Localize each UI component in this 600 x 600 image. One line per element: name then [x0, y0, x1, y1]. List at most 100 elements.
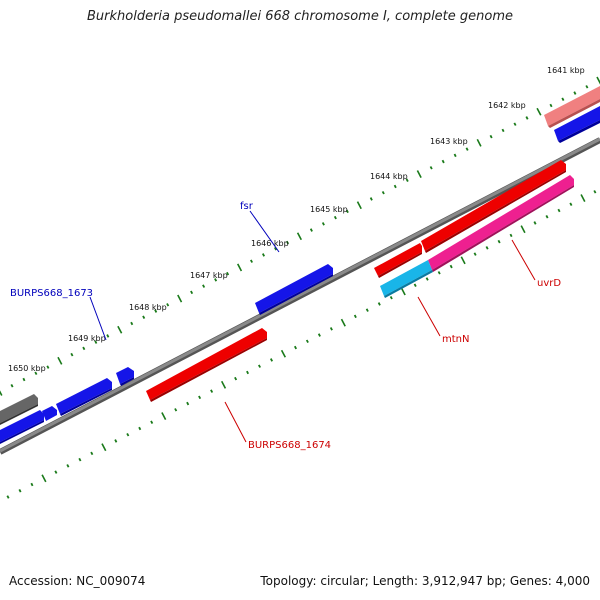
minor-tick	[262, 253, 265, 257]
minor-tick	[106, 334, 110, 338]
minor-tick	[449, 264, 453, 269]
gene-label-burps668-1673[interactable]: BURPS668_1673	[10, 288, 93, 299]
minor-tick	[305, 339, 309, 344]
scale-label-1649: 1649 kbp	[68, 334, 106, 343]
minor-tick	[150, 420, 154, 425]
major-tick	[177, 294, 183, 303]
gene-blue-top[interactable]	[554, 106, 600, 143]
minor-tick	[270, 358, 273, 362]
gene-label-burps668-1674[interactable]: BURPS668_1674	[248, 440, 331, 451]
minor-tick	[429, 166, 433, 170]
minor-tick	[202, 284, 206, 288]
inner-tick-ring	[6, 190, 597, 499]
gene-label-fsr[interactable]: fsr	[240, 201, 254, 212]
minor-tick	[497, 239, 501, 244]
gene-mtnn[interactable]	[380, 260, 433, 298]
gene-uvrd-pink[interactable]	[428, 175, 574, 272]
scale-labels: 1641 kbp 1642 kbp 1643 kbp 1644 kbp 1645…	[8, 66, 585, 373]
forward-genes	[0, 86, 600, 444]
minor-tick	[294, 345, 297, 350]
minor-tick	[437, 271, 441, 275]
gene-blue-left[interactable]	[0, 410, 44, 444]
minor-tick	[54, 470, 58, 474]
major-tick	[460, 256, 466, 265]
gene-salmon-top[interactable]	[544, 86, 600, 128]
minor-tick	[425, 277, 429, 281]
minor-tick	[309, 228, 313, 232]
minor-tick	[381, 190, 385, 195]
minor-tick	[154, 309, 158, 313]
minor-tick	[377, 302, 381, 306]
major-tick	[520, 225, 526, 234]
minor-tick	[258, 364, 261, 368]
minor-tick	[114, 439, 118, 443]
gene-gray-left[interactable]	[0, 394, 38, 425]
major-tick	[101, 443, 107, 452]
minor-tick	[126, 432, 130, 437]
scale-label-1645: 1645 kbp	[310, 205, 348, 214]
minor-tick	[389, 295, 393, 300]
major-tick	[296, 232, 303, 241]
gene-label-mtnn[interactable]: mtnN	[442, 334, 469, 345]
minor-tick	[66, 464, 70, 468]
major-tick	[57, 356, 63, 365]
scale-label-1647: 1647 kbp	[190, 271, 228, 280]
minor-tick	[166, 303, 170, 307]
minor-tick	[10, 383, 14, 388]
minor-tick	[333, 215, 337, 220]
minor-tick	[210, 389, 214, 393]
major-tick	[476, 138, 482, 147]
minor-tick	[593, 190, 597, 194]
major-tick	[580, 194, 586, 202]
gene-uvrd-red[interactable]	[421, 160, 566, 253]
outer-tick-ring	[0, 76, 600, 396]
gene-labels: fsr BURPS668_1673 uvrD mtnN BURPS668_167…	[10, 201, 561, 451]
minor-tick	[22, 377, 26, 382]
minor-tick	[465, 147, 469, 151]
minor-tick	[138, 426, 142, 431]
minor-tick	[549, 103, 553, 108]
minor-tick	[473, 252, 477, 256]
accession-text: Accession: NC_009074	[9, 574, 146, 588]
minor-tick	[369, 197, 373, 201]
major-tick	[280, 349, 287, 358]
minor-tick	[453, 153, 457, 158]
minor-tick	[573, 91, 577, 95]
minor-tick	[130, 321, 134, 326]
minor-tick	[250, 259, 253, 263]
gene-burps668-1673[interactable]	[56, 378, 112, 416]
gene-red-small[interactable]	[374, 243, 422, 278]
gene-blue-small[interactable]	[116, 367, 134, 386]
major-tick	[220, 380, 227, 389]
minor-tick	[214, 278, 218, 282]
minor-tick	[321, 222, 325, 226]
gene-label-uvrd[interactable]: uvrD	[537, 278, 561, 289]
minor-tick	[329, 327, 333, 331]
minor-tick	[353, 314, 357, 319]
major-tick	[400, 287, 406, 296]
scale-label-1641: 1641 kbp	[547, 66, 585, 75]
minor-tick	[557, 208, 561, 213]
scale-label-1646: 1646 kbp	[251, 239, 289, 248]
minor-tick	[513, 122, 517, 126]
minor-tick	[46, 365, 50, 369]
minor-tick	[441, 159, 445, 164]
major-tick	[536, 107, 542, 116]
minor-tick	[30, 482, 34, 487]
gene-blue-tiny[interactable]	[42, 406, 57, 421]
major-tick	[236, 263, 243, 272]
scale-label-1648: 1648 kbp	[129, 303, 167, 312]
gene-fsr[interactable]	[255, 264, 333, 315]
major-tick	[340, 318, 346, 327]
minor-tick	[234, 376, 238, 381]
minor-tick	[345, 209, 349, 214]
gene-burps668-1674[interactable]	[146, 328, 267, 402]
minor-tick	[393, 184, 397, 189]
minor-tick	[94, 340, 98, 344]
minor-tick	[501, 128, 505, 133]
major-tick	[0, 390, 3, 396]
backbone	[0, 137, 600, 455]
minor-tick	[533, 221, 537, 225]
minor-tick	[190, 290, 194, 295]
